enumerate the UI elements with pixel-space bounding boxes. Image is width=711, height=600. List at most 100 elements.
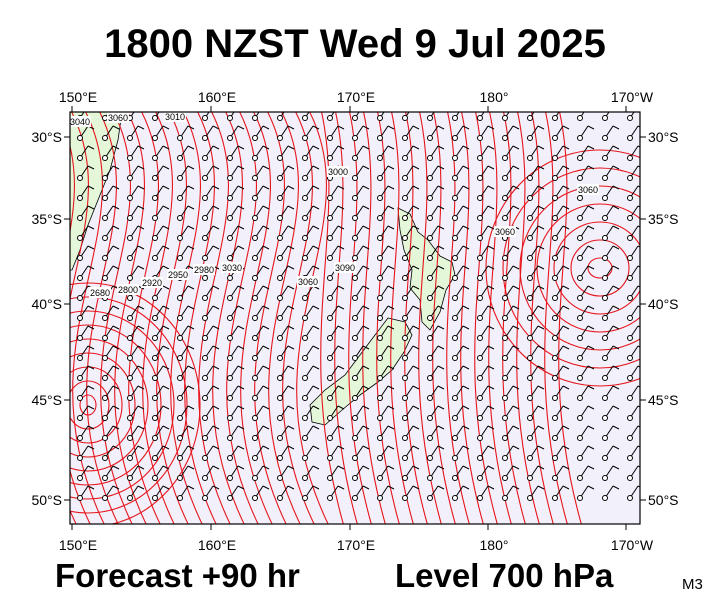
barb-flag: [437, 365, 445, 370]
barb-station: [302, 335, 308, 341]
barb-station: [177, 295, 183, 301]
barb-flag: [437, 205, 445, 210]
barb: [252, 385, 270, 401]
barb: [477, 185, 495, 201]
barb: [477, 225, 495, 241]
barb-flag: [462, 385, 470, 390]
barb-flag: [262, 185, 270, 190]
barb: [627, 145, 640, 161]
barb: [602, 165, 620, 181]
barb-flag: [537, 445, 545, 450]
barb-flag: [412, 485, 420, 490]
barb: [552, 145, 570, 161]
barb-station: [302, 255, 308, 261]
barb-station: [202, 295, 208, 301]
barb: [627, 325, 640, 341]
barb: [177, 345, 195, 361]
barb-flag: [588, 106, 594, 109]
barb-station: [377, 175, 383, 181]
barb: [77, 385, 95, 401]
barb: [77, 305, 95, 321]
barb: [152, 225, 170, 241]
barb-flag: [237, 305, 245, 310]
contour: [70, 112, 91, 524]
barb-flag: [562, 465, 570, 470]
barb-flag: [437, 465, 445, 470]
barb: [277, 465, 295, 481]
barb-flag: [212, 385, 220, 390]
barb-station: [577, 335, 583, 341]
barb-flag: [312, 185, 320, 190]
barb-station: [627, 355, 633, 361]
barb-station: [227, 495, 233, 501]
barb-station: [202, 355, 208, 361]
barb: [527, 445, 545, 461]
barb-flag: [388, 106, 394, 109]
barb: [402, 425, 420, 441]
barb-station: [427, 395, 433, 401]
barb: [327, 325, 345, 341]
barb-station: [377, 115, 383, 121]
barb-flag: [312, 485, 320, 490]
barb-station: [627, 275, 633, 281]
barb-station: [402, 235, 408, 241]
barb: [502, 345, 520, 361]
contour: [70, 144, 77, 524]
barb-station: [477, 415, 483, 421]
barb: [352, 125, 370, 141]
barb-station: [252, 315, 258, 321]
barb-flag: [187, 305, 195, 310]
barb-station: [527, 295, 533, 301]
barb-flag: [112, 205, 120, 210]
barb-station: [402, 175, 408, 181]
barb: [327, 225, 345, 241]
barb-flag: [362, 425, 370, 430]
barb-flag: [412, 325, 420, 330]
contour-label-box: [334, 262, 356, 273]
barb: [227, 305, 245, 321]
barb: [277, 285, 295, 301]
barb-flag: [537, 485, 545, 490]
contour-label-box: [167, 269, 189, 280]
barb-station: [627, 115, 633, 121]
barb-station: [102, 195, 108, 201]
barb-station: [202, 255, 208, 261]
barb-flag: [512, 405, 520, 410]
barb: [152, 305, 170, 321]
barb-station: [452, 215, 458, 221]
barb-flag: [637, 325, 640, 328]
barb: [277, 205, 295, 221]
barb: [552, 425, 570, 441]
barb: [402, 405, 420, 421]
barb-station: [252, 255, 258, 261]
barb: [527, 305, 545, 321]
barb: [427, 285, 445, 301]
barb-station: [477, 375, 483, 381]
barb-flag: [362, 165, 370, 170]
barb-flag: [262, 445, 270, 450]
barb-station: [252, 435, 258, 441]
barb-station: [77, 395, 83, 401]
barb-flag: [112, 405, 120, 410]
barb: [502, 145, 520, 161]
barb-station: [327, 255, 333, 261]
barb-station: [602, 135, 608, 141]
contour-label: 3010: [165, 112, 185, 122]
barb-station: [152, 195, 158, 201]
barb: [377, 445, 395, 461]
barb-station: [302, 215, 308, 221]
barb: [302, 385, 320, 401]
barb-station: [152, 135, 158, 141]
barb-station: [427, 215, 433, 221]
barb-flag: [512, 365, 520, 370]
barb-flag: [412, 185, 420, 190]
contour: [376, 112, 400, 524]
barb: [627, 485, 640, 501]
barb: [577, 165, 595, 181]
barb: [577, 245, 595, 261]
low-contour: [70, 338, 149, 472]
barb: [202, 245, 220, 261]
barb: [102, 165, 120, 181]
barb-flag: [137, 385, 145, 390]
